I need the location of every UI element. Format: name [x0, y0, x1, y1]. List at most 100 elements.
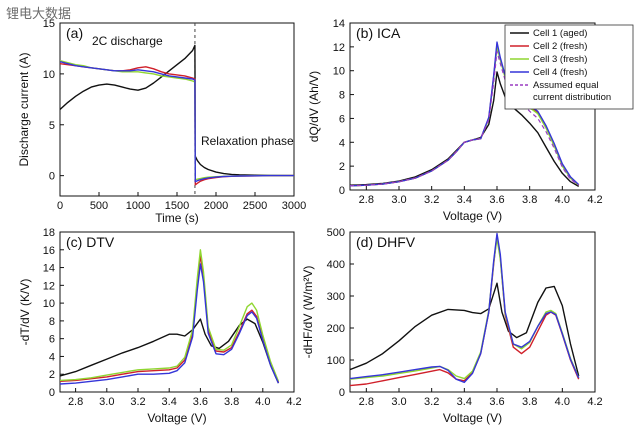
series-line-cell4	[60, 61, 294, 183]
legend-box: Cell 1 (aged) Cell 2 (fresh) Cell 3 (fresh…	[504, 24, 634, 110]
plot-frame	[59, 22, 295, 197]
x-tick-label: 4.0	[255, 396, 270, 408]
x-tick-label: 2.8	[68, 396, 83, 408]
x-tick-label: 4.0	[555, 396, 570, 408]
series-line-cell1	[350, 282, 580, 377]
legend-label-cell3: Cell 3 (fresh)	[533, 54, 587, 65]
x-tick-label: 3000	[282, 200, 306, 212]
y-tick-label: 4	[49, 351, 55, 363]
x-tick-label: 2.8	[359, 194, 374, 206]
series-line-cell4	[60, 263, 280, 385]
y-tick-label: 500	[327, 227, 345, 239]
legend-label-assumed-2: current distribution	[533, 92, 611, 103]
annotation-discharge: 2C discharge	[92, 34, 163, 48]
panel-d-chart: 2.8 3.0 3.2 3.4 3.6 3.8 4.0 4.2 0 100 200 300 400 500…	[301, 227, 603, 425]
y-tick-label: 2	[339, 161, 345, 173]
x-tick-label: 1000	[126, 200, 150, 212]
panel-label: (d) DHFV	[356, 234, 416, 250]
x-tick-label: 3.0	[391, 396, 406, 408]
y-tick-label: 14	[333, 18, 345, 30]
annotation-relaxation: Relaxation phase	[201, 134, 294, 148]
plot-frame	[349, 231, 596, 393]
legend-label-cell4: Cell 4 (fresh)	[533, 67, 587, 78]
x-tick-label: 3.6	[489, 194, 504, 206]
x-tick-label: 2500	[243, 200, 267, 212]
y-axis-label: Discharge current (A)	[17, 52, 31, 166]
x-tick-label: 500	[90, 200, 108, 212]
x-tick-label: 4.0	[555, 194, 570, 206]
x-tick-label: 3.8	[522, 194, 537, 206]
panel-b-chart: 2.8 3.0 3.2 3.4 3.6 3.8 4.0 4.2 0 2 4 6 8 10 12 14 Volta…	[307, 18, 603, 223]
y-tick-label: 5	[49, 120, 55, 132]
x-tick-label: 3.2	[130, 396, 145, 408]
panel-c-chart: 2.8 3.0 3.2 3.4 3.6 3.8 4.0 4.2 0 2 4 6 8 10 12 14 16 18 V…	[18, 227, 302, 425]
y-tick-label: 6	[339, 113, 345, 125]
y-tick-label: 18	[43, 227, 55, 239]
panel-label: (c) DTV	[66, 234, 115, 250]
panel-label: (a)	[66, 25, 83, 41]
y-axis-label: -dT/dV (K/V)	[18, 279, 32, 346]
y-tick-label: 15	[43, 18, 55, 30]
y-tick-label: 0	[49, 387, 55, 399]
x-tick-label: 2000	[204, 200, 228, 212]
y-tick-label: 300	[327, 291, 345, 303]
series-line-cell3	[60, 249, 280, 382]
series-line-cell1	[60, 44, 294, 177]
x-axis-label: Voltage (V)	[147, 411, 206, 425]
x-tick-label: 3.8	[522, 396, 537, 408]
x-tick-label: 1500	[165, 200, 189, 212]
x-tick-label: 3.4	[162, 396, 177, 408]
x-tick-label: 3.6	[489, 396, 504, 408]
series-line-cell1	[60, 318, 280, 384]
legend-label-assumed-1: Assumed equal	[533, 80, 598, 91]
x-tick-label: 3.8	[224, 396, 239, 408]
x-tick-label: 3.2	[424, 396, 439, 408]
x-axis-label: Time (s)	[155, 211, 199, 225]
x-axis-label: Voltage (V)	[443, 209, 502, 223]
panel-a-chart: 0 500 1000 1500 2000 2500 3000 0 5 10 15 Time (s) Di…	[17, 18, 306, 225]
y-tick-label: 0	[49, 171, 55, 183]
x-tick-label: 4.2	[587, 396, 602, 408]
series-line-cell3	[60, 60, 294, 181]
x-tick-label: 3.0	[391, 194, 406, 206]
legend-label-cell2: Cell 2 (fresh)	[533, 41, 587, 52]
y-axis-label: dQ/dV (Ah/V)	[307, 71, 321, 142]
y-tick-label: 0	[339, 185, 345, 197]
panel-label: (b) ICA	[356, 25, 401, 41]
y-tick-label: 200	[327, 323, 345, 335]
y-tick-label: 100	[327, 355, 345, 367]
legend-frame	[504, 24, 634, 110]
series-line-cell2	[60, 63, 294, 186]
x-tick-label: 4.2	[587, 194, 602, 206]
y-tick-label: 12	[43, 280, 55, 292]
y-axis-label: -dHF/dV (W/m²V)	[301, 266, 315, 359]
series-line-cell1	[350, 71, 580, 188]
y-tick-label: 10	[43, 69, 55, 81]
series-line-assumed	[350, 51, 580, 187]
x-tick-label: 0	[57, 200, 63, 212]
y-tick-label: 8	[49, 316, 55, 328]
watermark-text: 锂电大数据	[6, 7, 72, 22]
y-tick-label: 0	[339, 387, 345, 399]
y-tick-label: 8	[339, 90, 345, 102]
y-tick-label: 14	[43, 263, 55, 275]
y-tick-label: 4	[339, 137, 345, 149]
x-tick-label: 3.4	[457, 396, 472, 408]
x-tick-label: 3.4	[457, 194, 472, 206]
y-tick-label: 12	[333, 42, 345, 54]
y-tick-label: 2	[49, 369, 55, 381]
x-tick-label: 3.0	[99, 396, 114, 408]
y-tick-label: 10	[333, 66, 345, 78]
plot-frame	[59, 231, 295, 393]
legend-label-cell1: Cell 1 (aged)	[533, 28, 587, 39]
x-tick-label: 3.2	[424, 194, 439, 206]
y-tick-label: 16	[43, 245, 55, 257]
y-tick-label: 10	[43, 298, 55, 310]
y-tick-label: 400	[327, 259, 345, 271]
series-line-cell3	[350, 237, 580, 380]
y-tick-label: 6	[49, 334, 55, 346]
series-line-cell4	[350, 232, 580, 384]
x-tick-label: 2.8	[359, 396, 374, 408]
x-tick-label: 3.6	[193, 396, 208, 408]
